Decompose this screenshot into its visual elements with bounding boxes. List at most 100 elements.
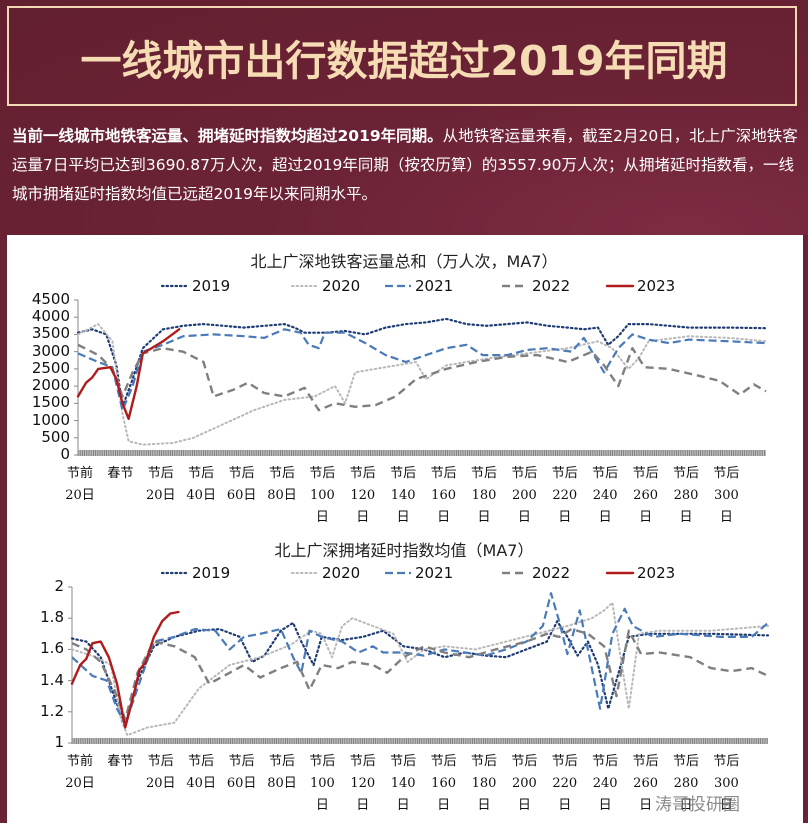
- x-tick-label: 节后 220 日: [551, 754, 578, 813]
- x-tick-label: 节后 40日: [186, 466, 216, 503]
- series-line-2020: [71, 601, 769, 737]
- legend-item-2020: 2020: [290, 564, 360, 582]
- y-tick-label: 500: [41, 427, 70, 446]
- x-tick-label: 节后 300 日: [713, 466, 740, 525]
- y-tick-label: 1: [54, 733, 64, 751]
- x-tick-label: 节后 100 日: [309, 754, 336, 813]
- series-line-2023: [76, 328, 181, 420]
- y-tick-label: 1.8: [40, 608, 64, 627]
- legend-swatch-icon: [502, 284, 528, 288]
- series-line-2022: [77, 343, 767, 412]
- watermark: 涛哥投研圈: [655, 795, 740, 815]
- legend-label: 2021: [415, 564, 454, 582]
- x-tick-label: 节后 280 日: [672, 466, 699, 525]
- x-tick-label: 节后 60日: [226, 754, 257, 791]
- legend-label: 2022: [532, 277, 571, 295]
- summary-lead: 当前一线城市地铁客运量、拥堵延时指数均超过2019年同期。: [12, 127, 443, 145]
- chart-panel: [7, 235, 803, 823]
- legend-label: 2023: [637, 564, 676, 582]
- legend-item-2023: 2023: [605, 564, 675, 582]
- chart1-title-main: 北上广深地铁客运量总和（万人次，: [250, 252, 507, 271]
- x-tick-label: 节后 100 日: [309, 466, 336, 525]
- x-tick-label: 节前 20日: [65, 754, 95, 791]
- x-tick-label: 节后 260 日: [632, 466, 659, 525]
- series-line-2021: [77, 328, 767, 412]
- legend-item-2022: 2022: [500, 277, 570, 295]
- legend-item-2021: 2021: [383, 564, 453, 582]
- y-tick-label: 1.2: [40, 701, 64, 720]
- chart1-title: 北上广深地铁客运量总和（万人次，MA7）: [0, 248, 808, 272]
- y-tick-label: 1500: [31, 393, 70, 412]
- y-tick-label: 1.6: [40, 639, 64, 658]
- legend-label: 2019: [192, 564, 231, 582]
- x-tick-label: 节后 120 日: [349, 466, 376, 525]
- y-tick-label: 4000: [31, 307, 70, 326]
- legend-label: 2021: [415, 277, 454, 295]
- x-tick-label: 节后 60日: [226, 466, 257, 503]
- y-tick-label: 0: [60, 445, 70, 463]
- y-tick-label: 1.4: [40, 670, 64, 689]
- legend-item-2019: 2019: [160, 277, 230, 295]
- legend-label: 2020: [322, 277, 361, 295]
- y-tick-label: 3000: [31, 341, 70, 360]
- x-tick-label: 节后 80日: [267, 754, 297, 791]
- chart1-title-ma: MA7: [506, 252, 542, 271]
- chart2-title-main: 北上广深拥堵延时指数均值（: [274, 541, 483, 560]
- page-title: 一线城市出行数据超过2019年同期: [80, 37, 728, 85]
- x-tick-label: 节后 260 日: [632, 754, 659, 813]
- legend-item-2022: 2022: [500, 564, 570, 582]
- chart1-title-close: ）: [541, 252, 558, 271]
- x-tick-label: 节后 160 日: [430, 466, 457, 525]
- chart2-title-ma: MA7: [482, 541, 518, 560]
- legend-swatch-icon: [605, 284, 635, 288]
- legend-label: 2023: [637, 277, 676, 295]
- legend-item-2023: 2023: [605, 277, 675, 295]
- x-tick-label: 节后 200 日: [511, 754, 538, 813]
- x-tick-label: 节后 180 日: [470, 754, 497, 813]
- summary-body: 从地铁客运量来看，截至2月20日，北上广深地铁客运量7日平均已达到3690.87…: [12, 127, 798, 203]
- x-tick-label: 春节: [107, 466, 134, 481]
- header-background: [0, 0, 808, 240]
- legend-item-2020: 2020: [290, 277, 360, 295]
- x-tick-label: 节后 300 日: [713, 754, 740, 813]
- x-tick-label: 节后 240 日: [592, 466, 619, 525]
- series-line-2023: [70, 610, 180, 729]
- legend-swatch-icon: [385, 571, 411, 575]
- y-tick-label: 2000: [31, 376, 70, 395]
- y-tick-label: 1000: [31, 410, 70, 429]
- legend-label: 2022: [532, 564, 571, 582]
- chart1-legend: 2019 2020 2021 2022 2023: [0, 277, 808, 297]
- x-tick-label: 节后 20日: [146, 754, 176, 791]
- x-tick-label: 节后 140 日: [390, 754, 417, 813]
- series-line-2022: [71, 627, 769, 721]
- x-tick-label: 节后 40日: [186, 754, 216, 791]
- legend-swatch-icon: [160, 571, 190, 575]
- x-tick-label: 节后 220 日: [551, 466, 578, 525]
- y-tick-label: 2: [54, 577, 64, 595]
- x-tick-label: 节后 80日: [267, 466, 297, 503]
- y-tick-label: 4500: [31, 290, 70, 308]
- x-tick-label: 节前 20日: [65, 466, 95, 503]
- panel-edge: [803, 235, 808, 823]
- x-tick-label: 节后 200 日: [511, 466, 538, 525]
- x-tick-label: 节后 180 日: [470, 466, 497, 525]
- x-tick-label: 节后 140 日: [390, 466, 417, 525]
- chart2-title: 北上广深拥堵延时指数均值（MA7）: [0, 537, 808, 561]
- legend-item-2019: 2019: [160, 564, 230, 582]
- legend-label: 2019: [192, 277, 231, 295]
- series-line-2020: [77, 323, 767, 446]
- x-tick-label: 节后 160 日: [430, 754, 457, 813]
- legend-label: 2020: [322, 564, 361, 582]
- series-line-2021: [71, 592, 769, 726]
- x-tick-label: 春节: [107, 754, 134, 769]
- chart2-title-close: ）: [517, 541, 534, 560]
- legend-swatch-icon: [291, 285, 319, 287]
- legend-item-2021: 2021: [383, 277, 453, 295]
- legend-swatch-icon: [385, 284, 411, 288]
- series-line-2019: [76, 317, 768, 408]
- x-tick-label: 节后 20日: [146, 466, 176, 503]
- legend-swatch-icon: [605, 571, 635, 575]
- x-tick-label: 节后 280 日: [672, 754, 699, 813]
